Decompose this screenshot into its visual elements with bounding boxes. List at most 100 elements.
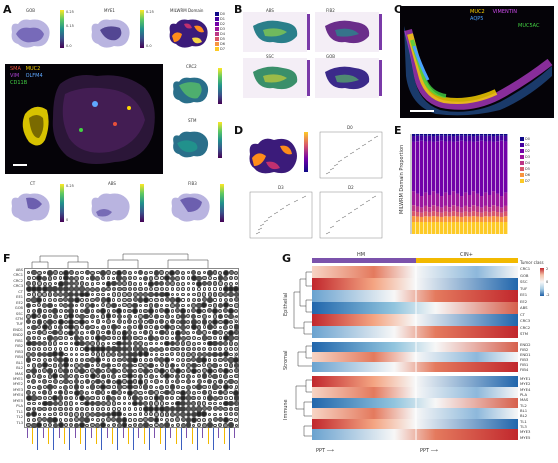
f-col-tick [143, 428, 145, 444]
f-dot [180, 324, 186, 330]
f-dot [111, 401, 117, 406]
f-dot [181, 292, 185, 297]
f-dot [176, 292, 180, 297]
f-dot [47, 302, 53, 309]
f-dot [69, 379, 74, 384]
f-dot [95, 411, 101, 418]
f-dot [175, 384, 180, 390]
f-dot [63, 373, 69, 379]
f-dot [106, 303, 111, 308]
f-dot [79, 384, 85, 390]
f-dot [138, 368, 143, 374]
f-dot [37, 336, 42, 340]
f-dot [164, 422, 170, 429]
f-dot [201, 297, 207, 303]
f-dot [68, 291, 75, 298]
g-legend-bar [540, 268, 544, 296]
f-dot [48, 363, 52, 368]
f-dot [84, 362, 91, 369]
f-dot [52, 329, 59, 336]
f-dot [36, 340, 42, 347]
f-dot [117, 298, 122, 302]
f-dot [217, 313, 224, 320]
f-dot [58, 270, 63, 275]
f-dot [53, 363, 58, 368]
f-dot [74, 319, 79, 324]
f-dot [57, 389, 64, 396]
f-dot [176, 396, 180, 400]
f-dot [202, 325, 207, 329]
f-dot [85, 314, 89, 319]
f-col-tick [63, 428, 65, 444]
f-dot [52, 357, 58, 363]
f-dot [186, 362, 191, 368]
f-dot [191, 308, 197, 314]
f-dot [58, 401, 63, 406]
e-bar-segment [476, 222, 480, 234]
f-dot [63, 286, 69, 292]
f-dot [74, 401, 79, 406]
f-dot [117, 407, 121, 411]
f-dot [69, 358, 73, 362]
f-dot [196, 406, 202, 412]
e-bar-segment [428, 207, 432, 213]
f-dot [117, 401, 122, 406]
f-dot [170, 417, 175, 422]
f-dot [133, 374, 138, 379]
e-bar-segment [416, 216, 420, 222]
g-legend-title: Tumor class [520, 260, 544, 265]
f-dot [159, 401, 164, 406]
f-dot [196, 280, 202, 287]
f-dot [186, 352, 191, 357]
f-dot [186, 298, 191, 302]
g-row-label: FIB2 [520, 347, 529, 352]
f-dot [206, 340, 213, 347]
f-dot [154, 287, 159, 292]
e-bar-segment [492, 211, 496, 217]
f-dot [74, 347, 79, 351]
f-dot [202, 330, 207, 335]
e-bar-segment [472, 222, 476, 234]
e-bar-segment [504, 134, 508, 136]
e-bar-segment [496, 134, 500, 136]
f-dot [57, 324, 64, 330]
f-dot [217, 406, 223, 412]
f-dot [42, 308, 47, 313]
f-dot [165, 417, 169, 422]
f-dot [31, 422, 37, 428]
if-marker-olfm4: OLFM4 [25, 73, 43, 79]
map-title-crc2: CRC2 [186, 64, 197, 69]
f-dot [100, 269, 106, 276]
f-dot [95, 389, 101, 396]
f-dot [84, 270, 90, 276]
f-dot [69, 412, 74, 417]
f-dot [148, 357, 154, 363]
f-dot [229, 325, 233, 330]
f-col-labels [24, 428, 237, 460]
f-dot [164, 389, 170, 396]
f-dot [143, 367, 149, 374]
f-dot [202, 417, 207, 422]
f-dot [58, 341, 63, 346]
f-dot [79, 362, 85, 368]
f-dot [169, 269, 176, 276]
f-dot [223, 363, 228, 368]
f-dot [201, 389, 208, 396]
f-dot [132, 400, 139, 407]
f-row-label: EE2 [16, 300, 23, 305]
f-dot [63, 379, 69, 385]
f-dot [42, 281, 47, 286]
f-dot [180, 318, 186, 325]
f-dot [218, 385, 223, 390]
f-dot [47, 351, 53, 358]
e-bar-segment [468, 207, 472, 213]
f-dot [186, 303, 191, 308]
f-dot [25, 340, 32, 347]
f-dot [90, 363, 95, 368]
f-dot [138, 417, 143, 423]
f-dot [212, 270, 218, 276]
f-dot [217, 275, 224, 281]
e-bar-segment [436, 216, 440, 222]
f-dot [143, 400, 149, 406]
f-dot [132, 335, 138, 341]
